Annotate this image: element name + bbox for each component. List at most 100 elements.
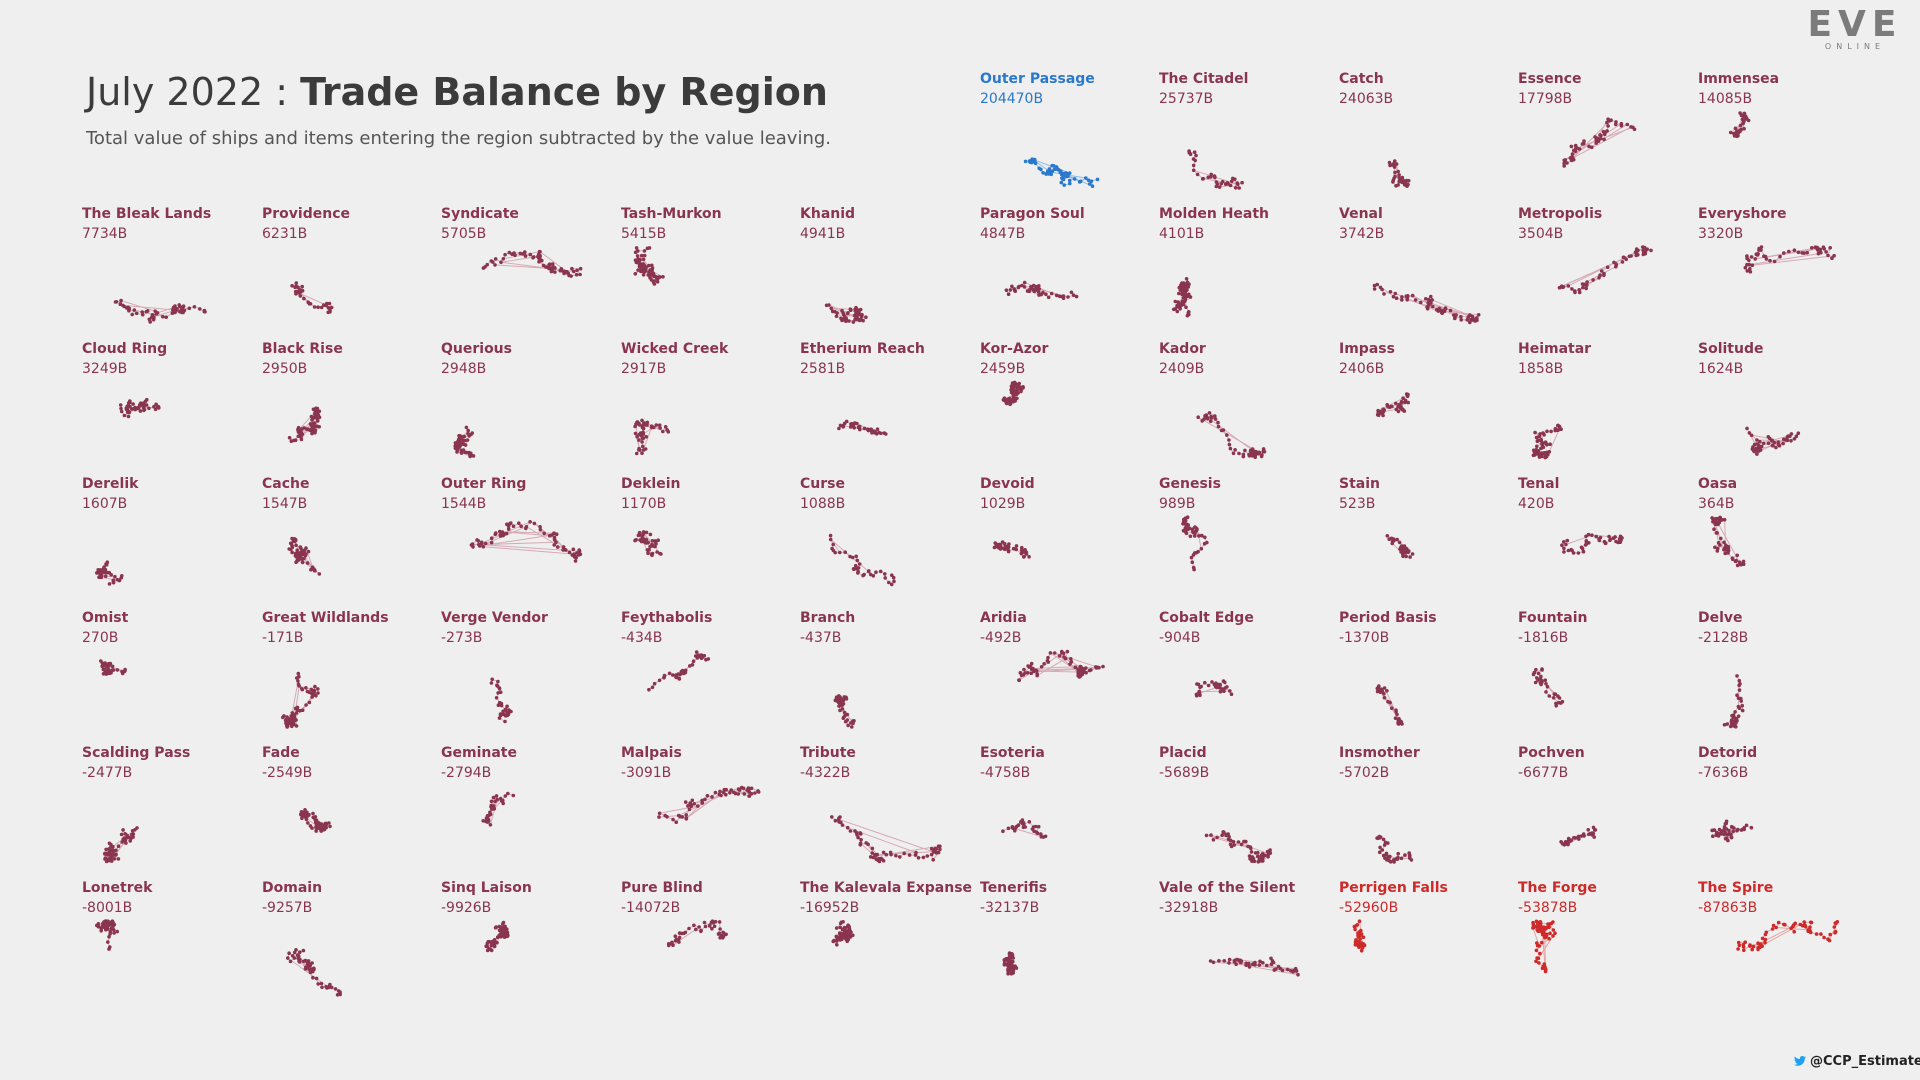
region-value: -2128B [1698, 630, 1749, 646]
map-system-node [706, 657, 711, 661]
map-system-node [634, 451, 639, 456]
map-system-node [99, 571, 104, 576]
map-system-node [640, 425, 645, 430]
map-system-node [170, 311, 175, 315]
region-map-graph [1187, 149, 1244, 190]
map-system-node [490, 677, 494, 682]
map-system-node [1191, 565, 1196, 570]
map-system-node [1219, 428, 1224, 433]
map-system-node [1021, 385, 1025, 389]
map-system-node [994, 543, 998, 547]
map-system-node [1195, 172, 1200, 177]
map-system-node [1597, 538, 1602, 543]
map-system-node [281, 715, 285, 720]
map-system-node [1002, 547, 1006, 551]
map-system-node [287, 435, 292, 440]
map-system-node [501, 709, 505, 714]
map-system-node [1465, 318, 1470, 322]
map-system-node [642, 249, 647, 253]
region-value: -437B [800, 630, 842, 646]
map-system-node [1063, 656, 1068, 661]
map-system-node [1602, 271, 1606, 276]
region-card: Tenal 420B [1518, 475, 1688, 605]
map-system-node [992, 545, 997, 550]
map-system-node [110, 664, 115, 669]
map-system-node [284, 721, 288, 726]
map-system-node [324, 303, 328, 308]
map-system-node [837, 704, 841, 708]
map-system-node [1189, 555, 1194, 560]
map-system-node [299, 546, 303, 550]
map-system-node [637, 438, 641, 442]
map-system-node [177, 303, 181, 307]
map-system-node [1397, 540, 1402, 545]
page-title: July 2022 : Trade Balance by Region [86, 70, 828, 114]
region-value: 204470B [980, 91, 1044, 107]
region-map-graph [281, 671, 320, 729]
map-system-node [1570, 152, 1575, 156]
region-map-graph [290, 281, 334, 315]
map-system-node [1557, 285, 1562, 290]
map-system-node [837, 426, 841, 431]
map-system-node [844, 319, 848, 323]
map-system-node [309, 427, 313, 432]
map-system-node [856, 566, 861, 570]
map-system-node [476, 539, 481, 543]
map-system-node [1570, 287, 1574, 291]
map-link [1432, 299, 1473, 318]
map-system-node [693, 654, 698, 658]
region-map-graph [1023, 157, 1100, 188]
map-system-node [1400, 295, 1404, 299]
map-system-node [1725, 722, 1730, 726]
map-system-node [547, 262, 552, 266]
map-system-node [497, 686, 502, 691]
region-map-graph [1557, 245, 1653, 295]
map-system-node [173, 310, 177, 315]
map-system-node [1472, 318, 1477, 323]
map-system-node [536, 252, 541, 257]
map-system-node [1742, 126, 1746, 131]
region-value: -273B [441, 630, 483, 646]
map-system-node [101, 672, 106, 676]
map-system-node [309, 687, 314, 692]
map-system-node [1716, 541, 1721, 545]
map-system-node [650, 263, 654, 268]
map-system-node [1568, 156, 1573, 160]
map-system-node [667, 671, 672, 676]
map-system-node [1397, 178, 1402, 183]
map-system-node [315, 406, 320, 411]
map-system-node [1535, 448, 1539, 453]
map-system-node [1399, 399, 1404, 404]
map-system-node [1742, 117, 1746, 121]
map-system-node [1563, 158, 1568, 162]
map-system-node [493, 257, 498, 261]
region-name: Cache [262, 476, 310, 492]
map-system-node [298, 294, 303, 298]
map-system-node [1253, 455, 1257, 459]
map-system-node [641, 448, 646, 452]
region-card: Paragon Soul 4847B [980, 205, 1150, 335]
map-system-node [1401, 554, 1405, 559]
map-system-node [1084, 176, 1088, 180]
region-card: Stain 523B [1339, 475, 1509, 605]
map-system-node [700, 655, 705, 659]
map-system-node [494, 531, 498, 535]
map-system-node [633, 538, 637, 543]
map-system-node [663, 425, 668, 429]
map-system-node [1052, 651, 1057, 655]
region-name: Derelik [82, 476, 139, 492]
map-system-node [319, 305, 324, 310]
map-system-node [503, 707, 508, 712]
map-system-node [1737, 683, 1741, 688]
map-system-node [1018, 387, 1022, 391]
map-system-node [844, 419, 849, 424]
map-system-node [1755, 442, 1759, 446]
map-system-node [498, 712, 503, 716]
map-system-node [1599, 269, 1604, 273]
map-system-node [1095, 177, 1100, 182]
map-system-node [1597, 276, 1601, 280]
region-name: Wicked Creek [621, 341, 729, 357]
map-system-node [635, 422, 640, 426]
map-system-node [1538, 676, 1543, 681]
map-system-node [1761, 441, 1766, 446]
